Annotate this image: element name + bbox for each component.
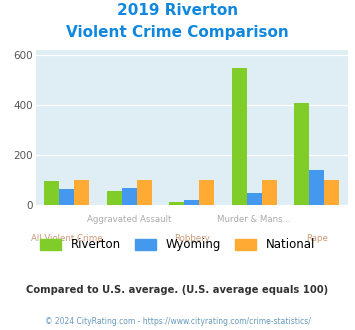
Bar <box>44 181 59 205</box>
Text: Aggravated Assault: Aggravated Assault <box>87 214 171 223</box>
Bar <box>262 180 277 205</box>
Bar <box>169 202 184 205</box>
Text: Robbery: Robbery <box>174 234 210 243</box>
Bar <box>324 180 339 205</box>
Bar <box>247 193 262 205</box>
Bar <box>309 170 324 205</box>
Bar <box>137 180 152 205</box>
Text: All Violent Crime: All Violent Crime <box>31 234 103 243</box>
Bar <box>232 68 247 205</box>
Text: Compared to U.S. average. (U.S. average equals 100): Compared to U.S. average. (U.S. average … <box>26 285 329 295</box>
Text: Murder & Mans...: Murder & Mans... <box>217 214 291 223</box>
Bar <box>184 200 199 205</box>
Bar <box>294 103 309 205</box>
Bar <box>122 188 137 205</box>
Text: Rape: Rape <box>306 234 328 243</box>
Text: Violent Crime Comparison: Violent Crime Comparison <box>66 25 289 40</box>
Legend: Riverton, Wyoming, National: Riverton, Wyoming, National <box>35 234 320 256</box>
Text: © 2024 CityRating.com - https://www.cityrating.com/crime-statistics/: © 2024 CityRating.com - https://www.city… <box>45 317 310 326</box>
Bar <box>74 180 89 205</box>
Text: 2019 Riverton: 2019 Riverton <box>117 3 238 18</box>
Bar <box>59 189 74 205</box>
Bar <box>107 191 122 205</box>
Bar <box>199 180 214 205</box>
